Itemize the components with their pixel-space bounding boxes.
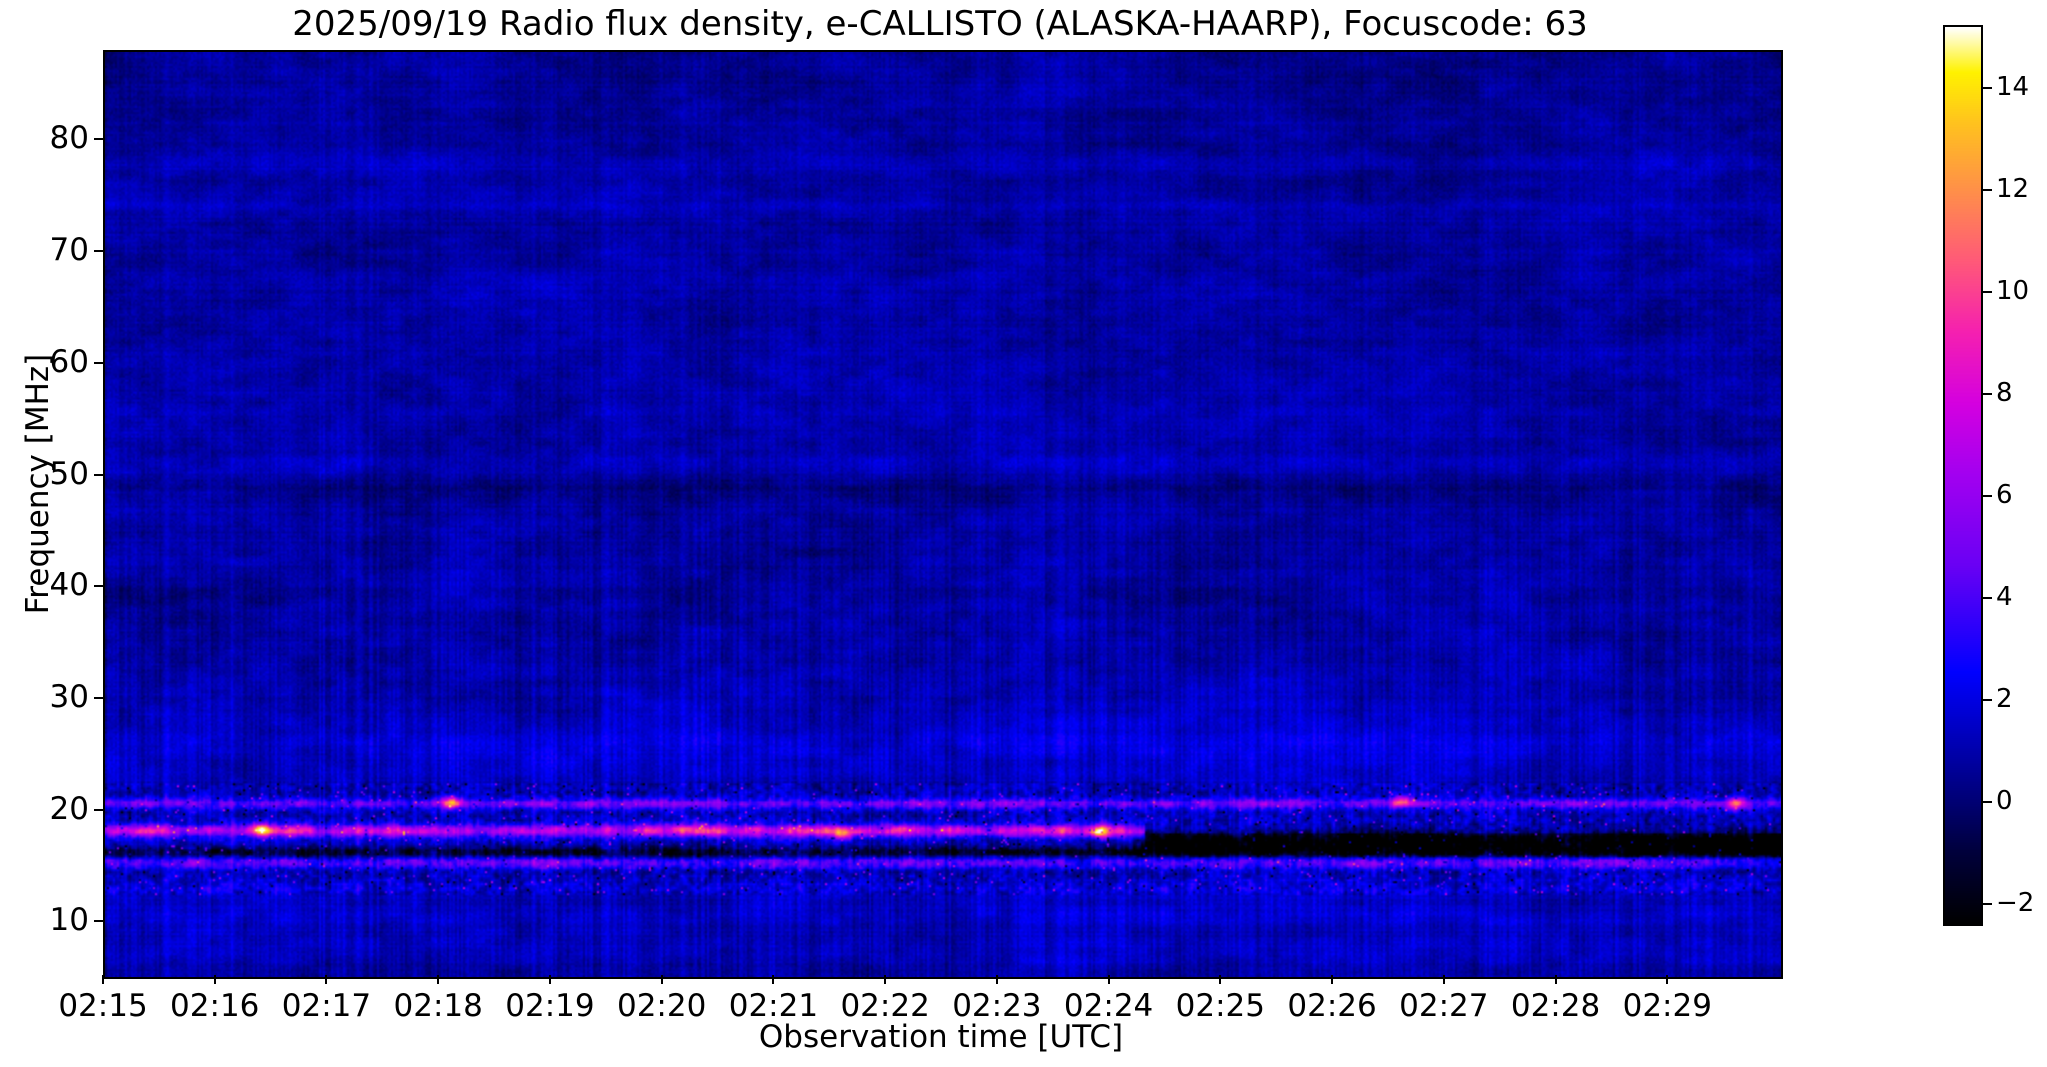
colorbar-tick-label: 6: [1996, 479, 2013, 510]
y-tick-mark: [94, 920, 103, 923]
x-tick-label: 02:25: [1175, 988, 1265, 1024]
colorbar-tick-mark: [1983, 392, 1992, 395]
y-tick-mark: [94, 138, 103, 141]
x-tick-mark: [102, 975, 104, 984]
x-tick-mark: [437, 975, 440, 984]
x-axis-label: Observation time [UTC]: [758, 1019, 1124, 1055]
x-tick-mark: [1331, 975, 1334, 984]
y-tick-mark: [94, 250, 103, 253]
y-tick-label: 40: [49, 567, 89, 604]
colorbar-tick-mark: [1983, 596, 1992, 599]
colorbar-tick-mark: [1983, 189, 1992, 192]
x-tick-label: 02:15: [58, 988, 148, 1024]
x-tick-label: 02:17: [281, 988, 372, 1024]
x-tick-label: 02:28: [1510, 988, 1601, 1024]
x-tick-mark: [213, 975, 216, 984]
y-tick-mark: [94, 473, 103, 476]
y-tick-label: 30: [49, 678, 89, 715]
x-tick-label: 02:23: [952, 988, 1042, 1024]
colorbar-tick-label: 0: [1996, 785, 2013, 816]
x-tick-label: 02:21: [728, 988, 819, 1024]
page-title: 2025/09/19 Radio flux density, e-CALLIST…: [292, 4, 1588, 44]
y-tick-label: 80: [49, 120, 89, 157]
colorbar-tick-mark: [1983, 698, 1992, 701]
x-tick-label: 02:19: [505, 988, 595, 1024]
x-tick-label: 02:16: [170, 988, 260, 1024]
colorbar-tick-mark: [1983, 494, 1992, 497]
x-tick-mark: [548, 975, 551, 984]
x-tick-label: 02:27: [1399, 988, 1489, 1024]
x-tick-mark: [1666, 975, 1669, 984]
x-tick-label: 02:24: [1063, 988, 1154, 1024]
x-tick-mark: [1554, 975, 1557, 984]
x-tick-mark: [1442, 975, 1445, 984]
y-tick-mark: [94, 696, 103, 699]
colorbar-tick-label: −2: [1996, 887, 2035, 918]
y-tick-label: 70: [49, 232, 89, 269]
x-tick-label: 02:29: [1622, 988, 1712, 1024]
colorbar-tick-mark: [1983, 87, 1992, 90]
x-tick-label: 02:20: [616, 988, 707, 1024]
y-tick-mark: [94, 808, 103, 811]
y-tick-label: 50: [49, 455, 89, 492]
y-axis-label: Frequency [MHz]: [20, 353, 56, 615]
y-tick-label: 20: [49, 790, 89, 827]
colorbar-tick-label: 8: [1996, 377, 2013, 408]
colorbar-tick-label: 10: [1996, 276, 2030, 307]
x-tick-label: 02:22: [840, 988, 930, 1024]
x-tick-mark: [325, 975, 328, 984]
x-tick-mark: [884, 975, 887, 984]
x-tick-mark: [772, 975, 775, 984]
colorbar-tick-mark: [1983, 291, 1992, 294]
colorbar-gradient: [1945, 27, 1981, 924]
y-tick-label: 60: [49, 343, 89, 380]
x-tick-label: 02:18: [393, 988, 483, 1024]
y-tick-mark: [94, 585, 103, 588]
colorbar-tick-mark: [1983, 800, 1992, 803]
x-tick-mark: [995, 975, 998, 984]
x-tick-mark: [1107, 975, 1110, 984]
spectrogram-axes[interactable]: [103, 50, 1783, 979]
colorbar-tick-label: 4: [1996, 581, 2013, 612]
y-tick-mark: [94, 361, 103, 364]
colorbar-tick-label: 2: [1996, 683, 2013, 714]
colorbar-tick-mark: [1983, 902, 1992, 905]
x-tick-label: 02:26: [1287, 988, 1377, 1024]
colorbar-tick-label: 14: [1996, 72, 2030, 103]
x-tick-mark: [1219, 975, 1222, 984]
y-tick-label: 10: [49, 902, 89, 939]
colorbar-axes[interactable]: −2 0 2 4 6 8 10 12 14: [1943, 25, 2034, 926]
spectrogram-image[interactable]: [105, 52, 1781, 977]
x-tick-mark: [660, 975, 663, 984]
colorbar-tick-label: 12: [1996, 174, 2030, 205]
